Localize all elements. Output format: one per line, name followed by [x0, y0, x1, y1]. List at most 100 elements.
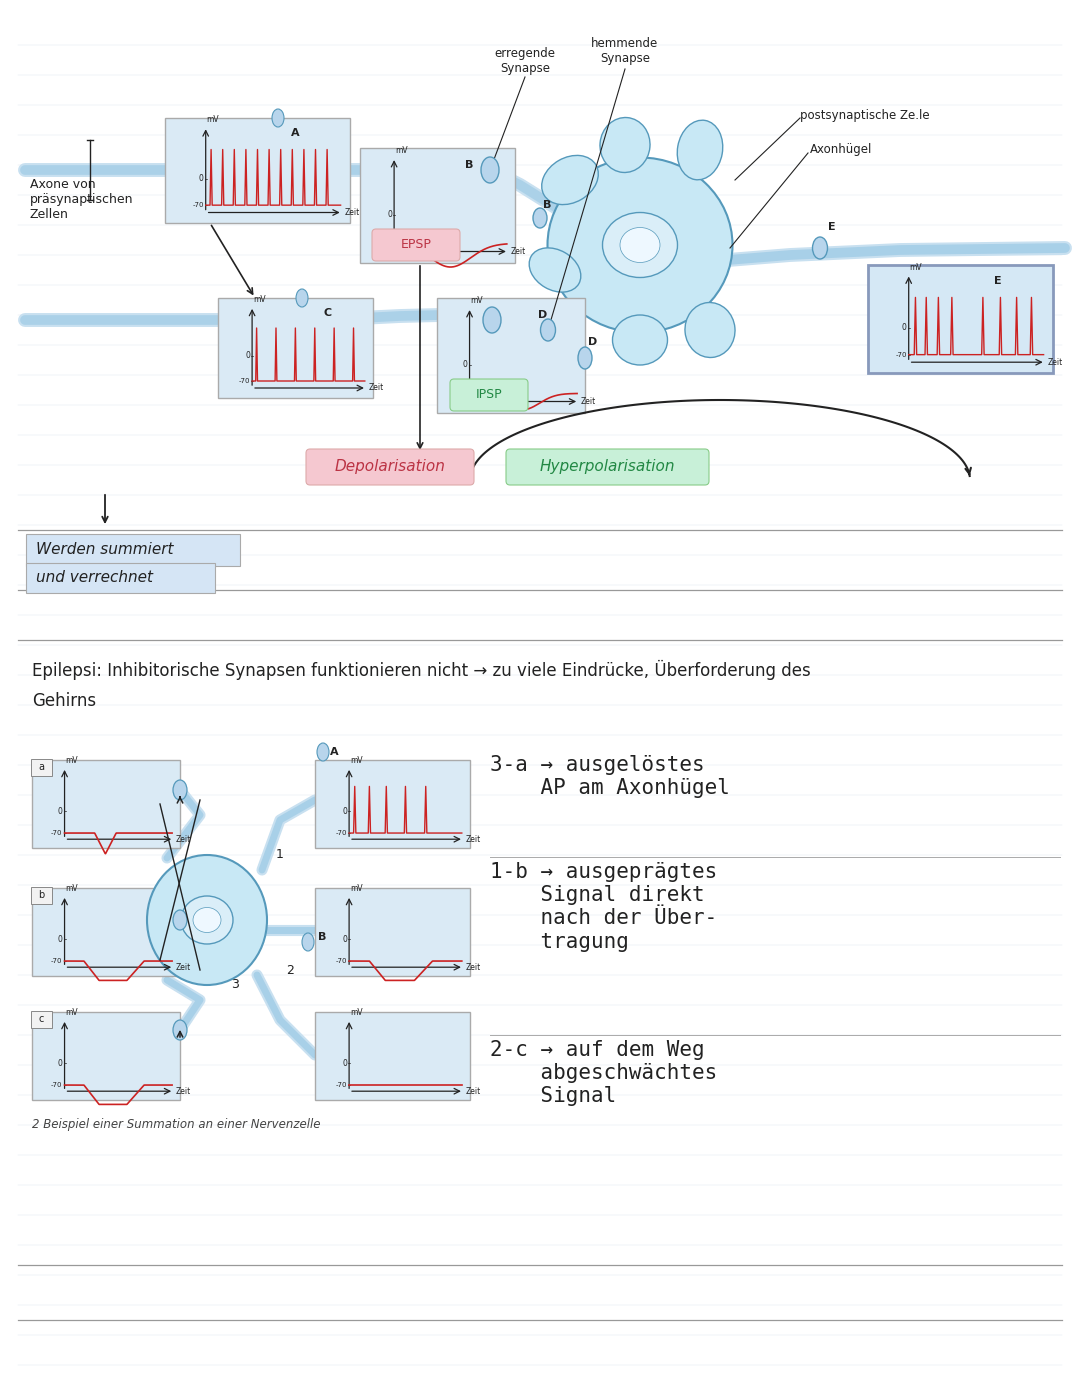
Text: postsynaptische Ze.le: postsynaptische Ze.le — [800, 109, 930, 121]
Ellipse shape — [534, 208, 546, 227]
Text: -70: -70 — [456, 391, 468, 396]
FancyBboxPatch shape — [437, 299, 585, 413]
Ellipse shape — [529, 248, 581, 292]
Ellipse shape — [600, 117, 650, 173]
Ellipse shape — [540, 319, 555, 340]
Text: 0: 0 — [342, 935, 347, 943]
Text: C: C — [323, 308, 332, 318]
FancyBboxPatch shape — [372, 229, 460, 261]
FancyBboxPatch shape — [315, 1011, 470, 1101]
Ellipse shape — [677, 120, 723, 180]
FancyBboxPatch shape — [450, 379, 528, 412]
Text: mV: mV — [350, 884, 363, 893]
Text: mV: mV — [206, 116, 219, 124]
Text: Zeit: Zeit — [511, 247, 526, 257]
Text: D: D — [588, 338, 597, 347]
Ellipse shape — [612, 315, 667, 365]
FancyBboxPatch shape — [31, 1011, 52, 1028]
Text: 0: 0 — [388, 211, 392, 219]
Ellipse shape — [318, 744, 329, 762]
Text: Axone von
präsynaptischen
Zellen: Axone von präsynaptischen Zellen — [30, 179, 134, 222]
Text: mV: mV — [471, 296, 483, 306]
Text: Zeit: Zeit — [465, 963, 481, 972]
Text: 3-a → ausgelöstes
    AP am Axonhügel: 3-a → ausgelöstes AP am Axonhügel — [490, 755, 730, 798]
Text: -70: -70 — [239, 378, 251, 384]
Ellipse shape — [173, 780, 187, 799]
Text: mV: mV — [253, 294, 266, 304]
Text: a: a — [39, 763, 44, 773]
Text: 1: 1 — [276, 848, 284, 862]
Text: mV: mV — [66, 756, 78, 764]
Text: 0: 0 — [57, 935, 63, 943]
Ellipse shape — [147, 855, 267, 985]
Text: -70: -70 — [336, 1083, 347, 1088]
Text: c: c — [39, 1014, 44, 1024]
Text: -70: -70 — [895, 352, 907, 357]
Text: Zeit: Zeit — [345, 208, 360, 218]
Text: A: A — [330, 746, 339, 757]
Text: Zeit: Zeit — [176, 963, 191, 972]
Text: -70: -70 — [336, 830, 347, 836]
Text: Epilepsi: Inhibitorische Synapsen funktionieren nicht → zu viele Eindrücke, Über: Epilepsi: Inhibitorische Synapsen funkti… — [32, 660, 811, 681]
FancyBboxPatch shape — [360, 148, 515, 264]
FancyBboxPatch shape — [315, 760, 470, 848]
FancyBboxPatch shape — [507, 449, 708, 485]
Text: D: D — [538, 310, 546, 319]
Text: Werden summiert: Werden summiert — [36, 543, 174, 558]
Text: mV: mV — [350, 756, 363, 764]
Text: 2 Beispiel einer Summation an einer Nervenzelle: 2 Beispiel einer Summation an einer Nerv… — [32, 1117, 321, 1131]
FancyBboxPatch shape — [32, 1011, 180, 1101]
Text: EPSP: EPSP — [401, 239, 431, 251]
Text: -70: -70 — [192, 202, 204, 208]
Ellipse shape — [812, 237, 827, 259]
Text: E: E — [828, 222, 836, 232]
Text: Zeit: Zeit — [1048, 357, 1063, 367]
Text: Depolarisation: Depolarisation — [335, 459, 445, 474]
Text: Hyperpolarisation: Hyperpolarisation — [539, 459, 675, 474]
FancyBboxPatch shape — [31, 887, 52, 904]
Text: 1-b → ausgeprägtes
    Signal direkt
    nach der Über-
    tragung: 1-b → ausgeprägtes Signal direkt nach de… — [490, 862, 717, 951]
Ellipse shape — [193, 908, 221, 932]
Text: 0: 0 — [57, 1059, 63, 1067]
FancyBboxPatch shape — [868, 265, 1053, 372]
Text: -70: -70 — [51, 830, 63, 836]
Ellipse shape — [173, 1020, 187, 1041]
Text: mV: mV — [395, 146, 408, 155]
Text: mV: mV — [350, 1009, 363, 1017]
Ellipse shape — [272, 109, 284, 127]
Text: Axonhügel: Axonhügel — [810, 144, 873, 156]
Ellipse shape — [296, 289, 308, 307]
Text: mV: mV — [66, 1009, 78, 1017]
Ellipse shape — [181, 896, 233, 944]
Text: mV: mV — [66, 884, 78, 893]
Text: erregende
Synapse: erregende Synapse — [495, 47, 555, 75]
Text: 3: 3 — [231, 978, 239, 992]
Ellipse shape — [578, 347, 592, 370]
Text: mV: mV — [909, 262, 922, 272]
FancyBboxPatch shape — [165, 119, 350, 223]
Text: E: E — [994, 276, 1001, 286]
Text: A: A — [291, 128, 299, 138]
Text: hemmende
Synapse: hemmende Synapse — [592, 38, 659, 66]
Text: -70: -70 — [51, 1083, 63, 1088]
Text: 2: 2 — [286, 964, 294, 976]
Text: und verrechnet: und verrechnet — [36, 571, 153, 586]
Ellipse shape — [173, 910, 187, 930]
FancyBboxPatch shape — [26, 534, 240, 566]
Text: 0: 0 — [245, 352, 251, 360]
Text: 0: 0 — [462, 360, 468, 370]
Text: IPSP: IPSP — [475, 388, 502, 402]
Text: 0: 0 — [199, 174, 204, 183]
Ellipse shape — [620, 227, 660, 262]
Text: B: B — [543, 199, 552, 211]
Text: Zeit: Zeit — [368, 384, 384, 392]
Ellipse shape — [483, 307, 501, 333]
Text: Zeit: Zeit — [465, 1087, 481, 1095]
FancyBboxPatch shape — [31, 759, 52, 776]
Text: Zeit: Zeit — [176, 1087, 191, 1095]
FancyBboxPatch shape — [315, 889, 470, 976]
Text: 0: 0 — [902, 324, 907, 332]
Ellipse shape — [302, 933, 314, 951]
FancyBboxPatch shape — [218, 299, 373, 398]
FancyBboxPatch shape — [306, 449, 474, 485]
